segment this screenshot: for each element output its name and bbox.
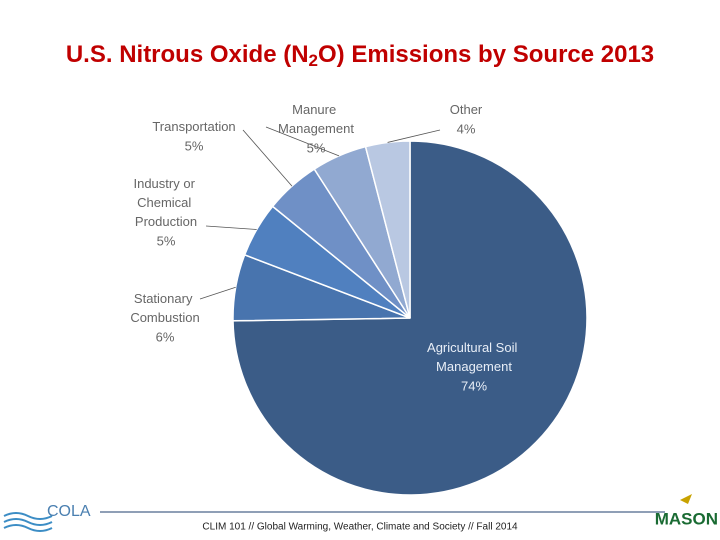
slice-label: Transportation — [152, 119, 235, 134]
slice-value-label: 5% — [307, 140, 326, 155]
right-logo: MASON — [655, 494, 718, 528]
title-subscript: 2 — [309, 51, 318, 70]
left-logo: COLA — [3, 503, 91, 532]
footer-text: CLIM 101 // Global Warming, Weather, Cli… — [202, 522, 518, 533]
leader-line — [199, 286, 236, 300]
slide-title: U.S. Nitrous Oxide (N2O) Emissions by So… — [66, 41, 654, 70]
slice-value-label: 4% — [457, 121, 476, 136]
slice-value-label: 5% — [185, 138, 204, 153]
leader-line — [265, 126, 340, 157]
right-logo-text: MASON — [655, 509, 718, 528]
slice-label: Agricultural Soil Management — [427, 340, 521, 374]
slice-value-label: 6% — [156, 329, 175, 344]
leader-line — [387, 129, 441, 143]
slice-label: Manure Management — [278, 102, 354, 136]
slice-label: Stationary Combustion — [130, 291, 199, 325]
left-logo-text: COLA — [47, 503, 91, 520]
slice-value-label: 5% — [157, 233, 176, 248]
title-part: O) Emissions by Source 2013 — [318, 41, 654, 68]
pie-slice — [364, 140, 411, 319]
slice-value-label: 74% — [461, 378, 487, 393]
leader-line — [242, 129, 293, 187]
leader-line — [205, 225, 257, 230]
title-part: U.S. Nitrous Oxide (N — [66, 41, 309, 68]
slice-label: Industry or Chemical Production — [133, 176, 198, 229]
slice-label: Other — [450, 102, 483, 117]
